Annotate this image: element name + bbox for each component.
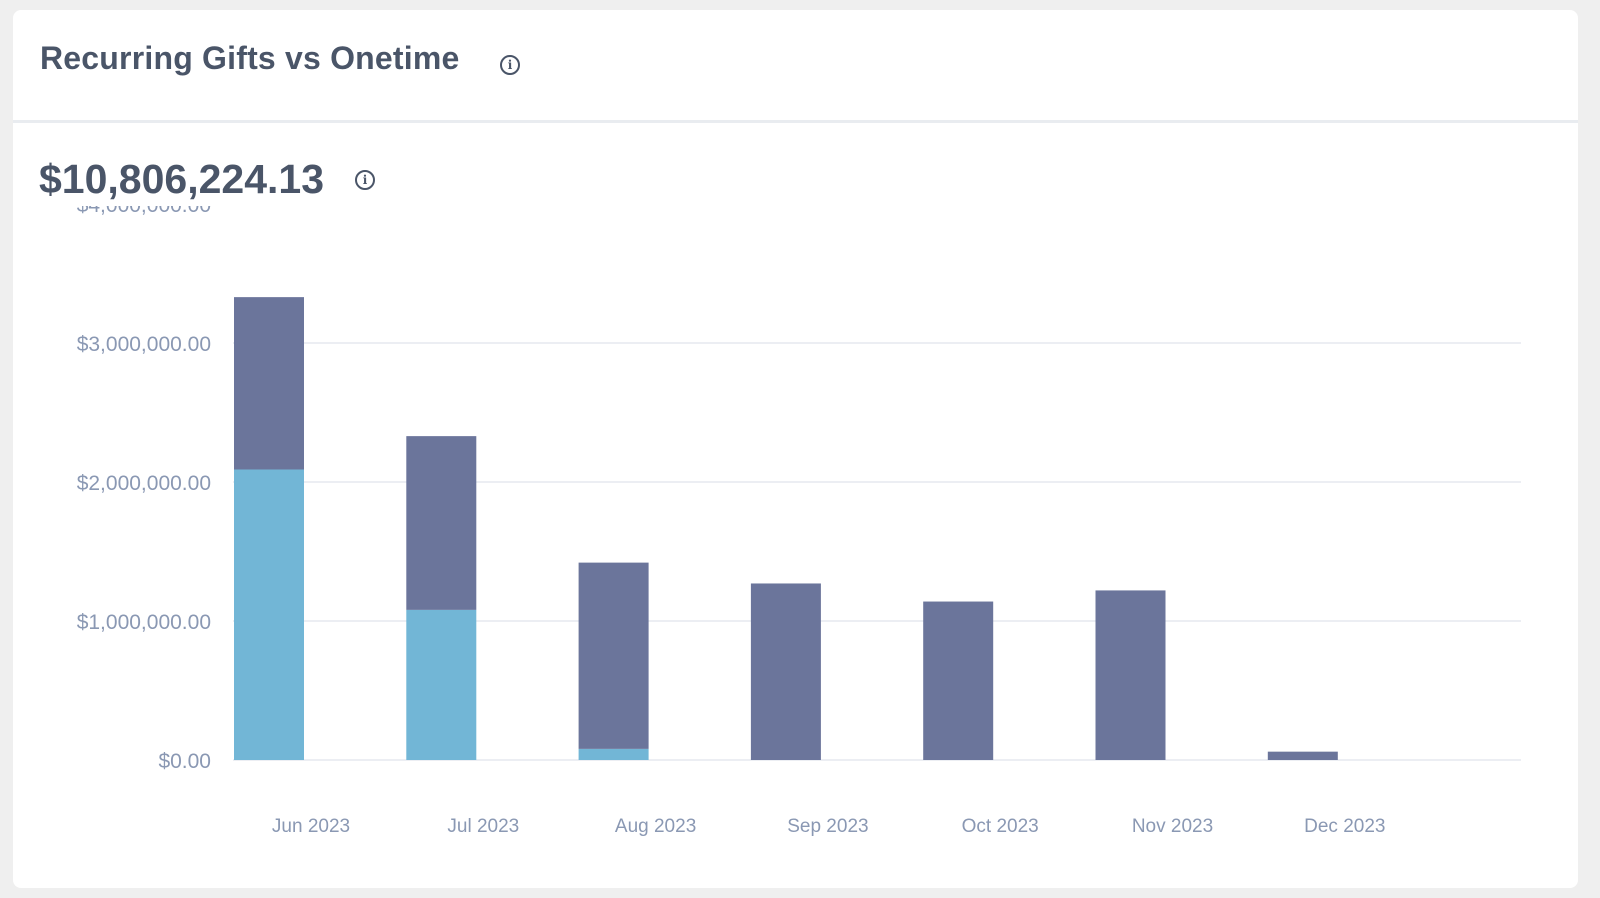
bar-recurring: [1267, 751, 1338, 760]
x-tick-label: Dec 2023: [1304, 816, 1385, 837]
x-tick-label: Nov 2023: [1132, 816, 1213, 837]
x-tick-label: Jun 2023: [272, 816, 350, 837]
bar-recurring: [1095, 590, 1166, 760]
y-tick-label: $0.00: [158, 750, 211, 773]
bar-recurring: [750, 583, 821, 760]
y-tick-label: $1,000,000.00: [77, 611, 211, 634]
info-icon[interactable]: i: [500, 55, 520, 75]
total-amount: $10,806,224.13: [39, 156, 324, 202]
x-tick-label: Oct 2023: [962, 816, 1039, 837]
bar-recurring: [406, 436, 477, 610]
bar-onetime: [234, 469, 304, 760]
y-tick-label: $4,000,000.00: [77, 206, 211, 217]
x-tick-label: Aug 2023: [615, 816, 696, 837]
x-tick-label: Sep 2023: [787, 816, 868, 837]
chart-area: $0.00 $1,000,000.00 $2,000,000.00 $3,000,00…: [13, 206, 1578, 876]
bar-recurring: [578, 562, 649, 749]
total-info-icon[interactable]: i: [355, 170, 375, 190]
y-tick-label: $2,000,000.00: [77, 472, 211, 495]
x-tick-label: Jul 2023: [447, 816, 519, 837]
bar-onetime: [406, 609, 477, 760]
card-header: Recurring Gifts vs Onetime i: [13, 10, 1578, 123]
y-tick-label: $3,000,000.00: [77, 333, 211, 356]
chart-title: Recurring Gifts vs Onetime: [40, 40, 460, 76]
chart-card: Recurring Gifts vs Onetime i $10,806,224…: [13, 10, 1578, 888]
bar-chart: $0.00 $1,000,000.00 $2,000,000.00 $3,000,00…: [77, 206, 1521, 837]
bar-recurring: [923, 601, 994, 760]
bar-recurring: [234, 297, 304, 470]
bar-onetime: [578, 748, 649, 760]
